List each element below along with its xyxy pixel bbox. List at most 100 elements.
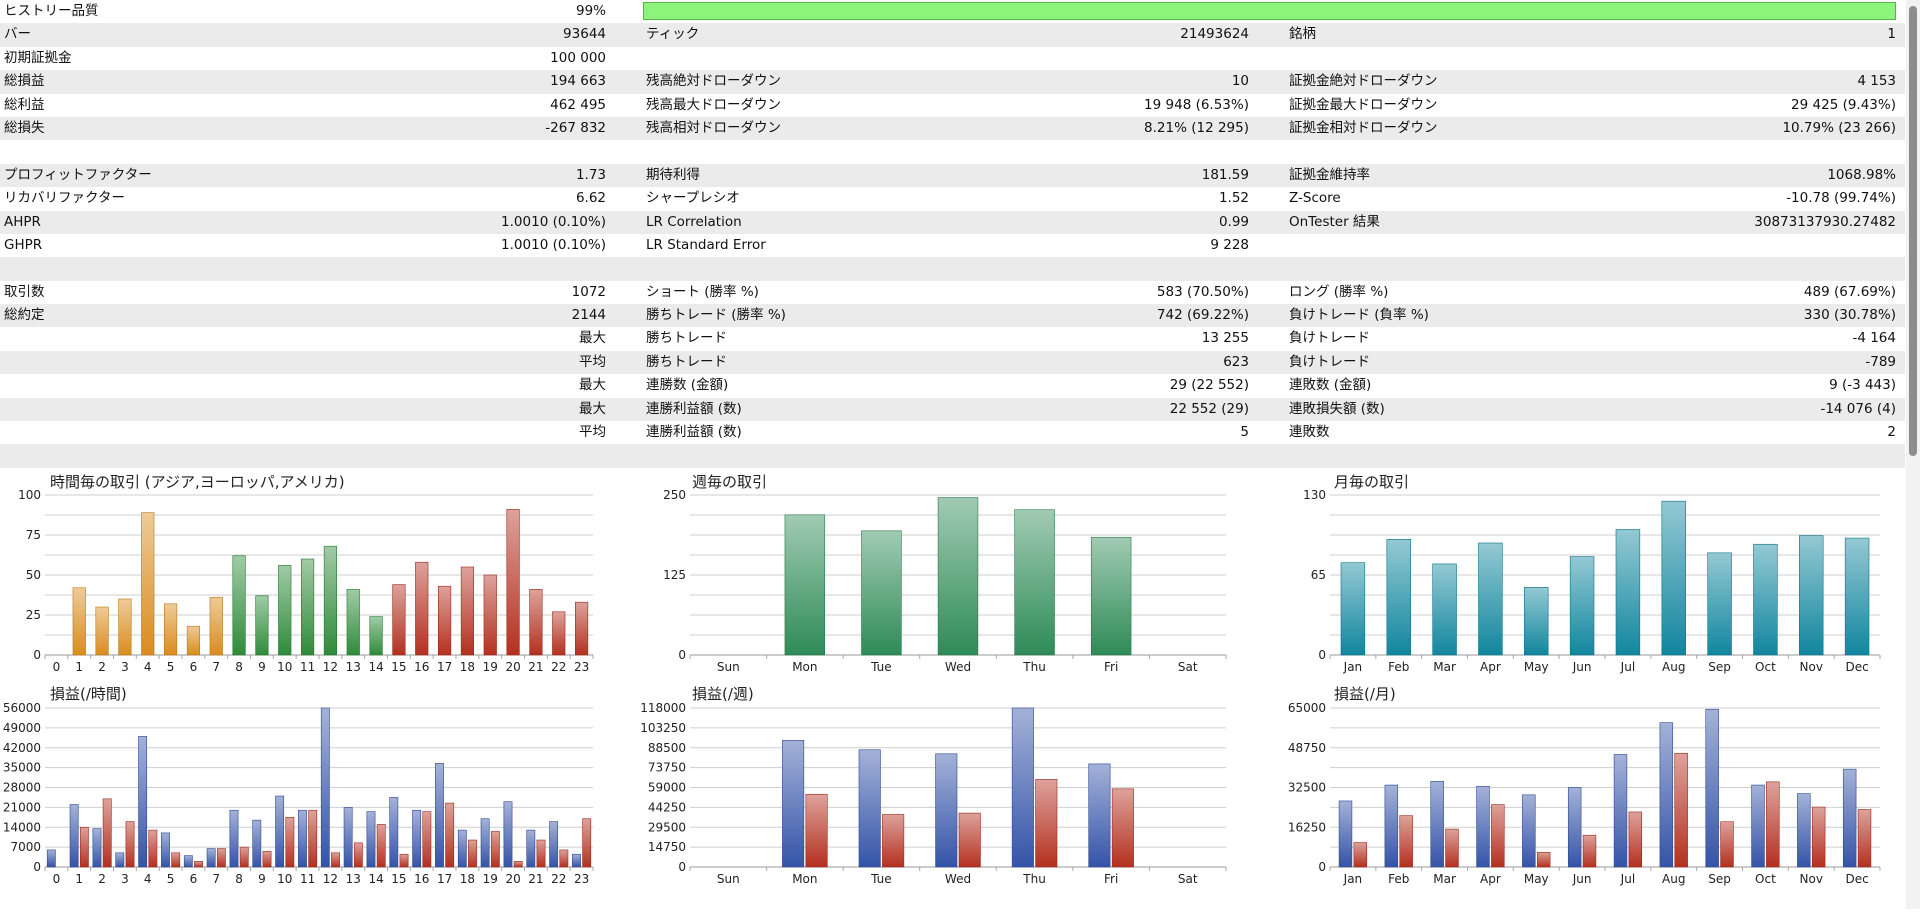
- x-tick-label: 2: [98, 660, 106, 674]
- loss-bar: [262, 851, 272, 868]
- y-tick-label: 32500: [1288, 781, 1326, 795]
- profit-bar: [1705, 708, 1719, 868]
- x-tick-label: 11: [300, 872, 315, 886]
- stat-value: [646, 444, 1249, 467]
- stat-value: 0.99: [1218, 213, 1249, 230]
- x-tick-label: Mon: [792, 872, 817, 886]
- x-tick-label: Apr: [1480, 660, 1501, 674]
- stats-row: 最大 連勝数 (金額) 29 (22 552) 連敗数 (金額) 9 (-3 443): [0, 374, 1905, 397]
- stats-row: プロフィットファクター 1.73 期待利得 181.59 証拠金維持率 1068.98%: [0, 163, 1905, 188]
- loss-bar: [79, 826, 89, 868]
- loss-bar: [285, 817, 295, 868]
- x-tick-label: 14: [368, 872, 383, 886]
- history-quality-label: ヒストリー品質: [4, 3, 99, 19]
- bar: [186, 625, 200, 656]
- stat-label: 期待利得: [646, 166, 700, 183]
- profit-bar: [92, 828, 102, 868]
- stat-label: 負けトレード: [1289, 353, 1370, 370]
- x-tick-label: Tue: [870, 660, 892, 674]
- x-tick-label: Wed: [945, 660, 971, 674]
- loss-bar: [102, 798, 112, 868]
- x-tick-label: 2: [98, 872, 106, 886]
- stat-value: 21493624: [1180, 26, 1249, 43]
- bar: [1844, 537, 1870, 656]
- y-tick-label: 130: [1303, 488, 1326, 502]
- x-tick-label: 19: [483, 660, 498, 674]
- stat-value: 2144: [571, 307, 606, 324]
- y-tick-label: 0: [33, 860, 41, 874]
- bar: [575, 601, 589, 656]
- stat-value: 1.73: [575, 166, 606, 183]
- loss-bar: [331, 852, 340, 868]
- bar: [1753, 543, 1778, 656]
- x-tick-label: 9: [258, 872, 266, 886]
- stat-value: 29 (22 552): [1169, 377, 1249, 394]
- stat-value: [1289, 234, 1896, 257]
- x-tick-label: Sun: [717, 660, 740, 674]
- x-tick-label: Thu: [1022, 660, 1046, 674]
- bar: [529, 589, 543, 656]
- loss-bar: [1582, 834, 1597, 868]
- x-tick-label: Aug: [1662, 872, 1685, 886]
- stats-row: 初期証拠金 100 000: [0, 47, 1905, 70]
- x-tick-label: Feb: [1388, 660, 1409, 674]
- vertical-scrollbar[interactable]: [1906, 0, 1920, 909]
- profit-bar: [1522, 794, 1536, 868]
- profit-bar: [480, 818, 490, 868]
- x-tick-label: Dec: [1845, 660, 1868, 674]
- stat-label: 連敗損失額 (数): [1289, 400, 1385, 417]
- x-tick-label: Nov: [1800, 660, 1823, 674]
- bar: [483, 574, 497, 656]
- x-tick-label: Thu: [1022, 872, 1046, 886]
- monthly-trades-title: 月毎の取引: [1334, 473, 1409, 491]
- profit-bar: [503, 801, 513, 868]
- x-tick-label: Sep: [1708, 872, 1731, 886]
- stat-value: -14 076 (4): [1820, 400, 1896, 417]
- row-qualifier: 平均: [579, 424, 606, 441]
- profit-bar: [1476, 785, 1490, 868]
- scrollbar-thumb[interactable]: [1909, 6, 1917, 456]
- x-tick-label: Jan: [1343, 660, 1363, 674]
- stat-label: 総利益: [4, 96, 45, 113]
- history-quality-value: 99%: [575, 3, 606, 19]
- stat-label: AHPR: [4, 213, 41, 230]
- bar: [1340, 562, 1366, 656]
- stat-value: 1.0010 (0.10%): [501, 236, 606, 253]
- x-tick-label: May: [1524, 660, 1549, 674]
- x-tick-label: 6: [190, 660, 198, 674]
- weekday-trades-title: 週毎の取引: [692, 473, 767, 491]
- loss-bar: [1491, 804, 1505, 868]
- x-tick-label: 6: [190, 872, 198, 886]
- bar: [278, 565, 292, 656]
- weekday-trades-chart: 週毎の取引 0 125 250 Sun Mon Tue Wed Thu Fri Sat: [663, 473, 1227, 674]
- bar: [118, 598, 132, 656]
- bar: [1524, 587, 1549, 656]
- x-tick-label: 8: [235, 872, 243, 886]
- stat-value: 93644: [563, 26, 606, 43]
- x-tick-label: Sun: [717, 872, 740, 886]
- stat-label: ロング (勝率 %): [1289, 283, 1389, 300]
- stat-value: 29 425 (9.43%): [1791, 96, 1896, 113]
- loss-bar: [1035, 779, 1058, 868]
- loss-bar: [513, 861, 523, 868]
- profit-bar: [69, 804, 79, 868]
- report-rows: バー 93644 ティック 21493624 銘柄 1 初期証拠金 100 000 総損益 194…: [0, 23, 1905, 468]
- stat-label: 銘柄: [1289, 26, 1316, 43]
- x-tick-label: 0: [53, 872, 61, 886]
- stat-label: 証拠金相対ドローダウン: [1289, 119, 1438, 136]
- x-tick-label: 15: [391, 660, 406, 674]
- profit-bar: [229, 809, 239, 868]
- loss-bar: [1445, 828, 1459, 868]
- charts-area: 時間毎の取引 (アジア,ヨーロッパ,アメリカ) 0 25 50 75 100 0 1 2 3 4 5 6…: [0, 466, 1905, 909]
- y-tick-label: 35000: [3, 761, 41, 775]
- stat-label: 総損失: [4, 119, 45, 136]
- x-tick-label: 5: [167, 872, 175, 886]
- history-quality-row: ヒストリー品質 99%: [0, 0, 1905, 23]
- stat-value: 462 495: [550, 96, 606, 113]
- x-tick-label: 7: [212, 872, 220, 886]
- loss-bar: [805, 793, 828, 868]
- x-tick-label: 12: [323, 660, 338, 674]
- x-tick-label: Tue: [870, 872, 892, 886]
- x-tick-label: 18: [460, 872, 475, 886]
